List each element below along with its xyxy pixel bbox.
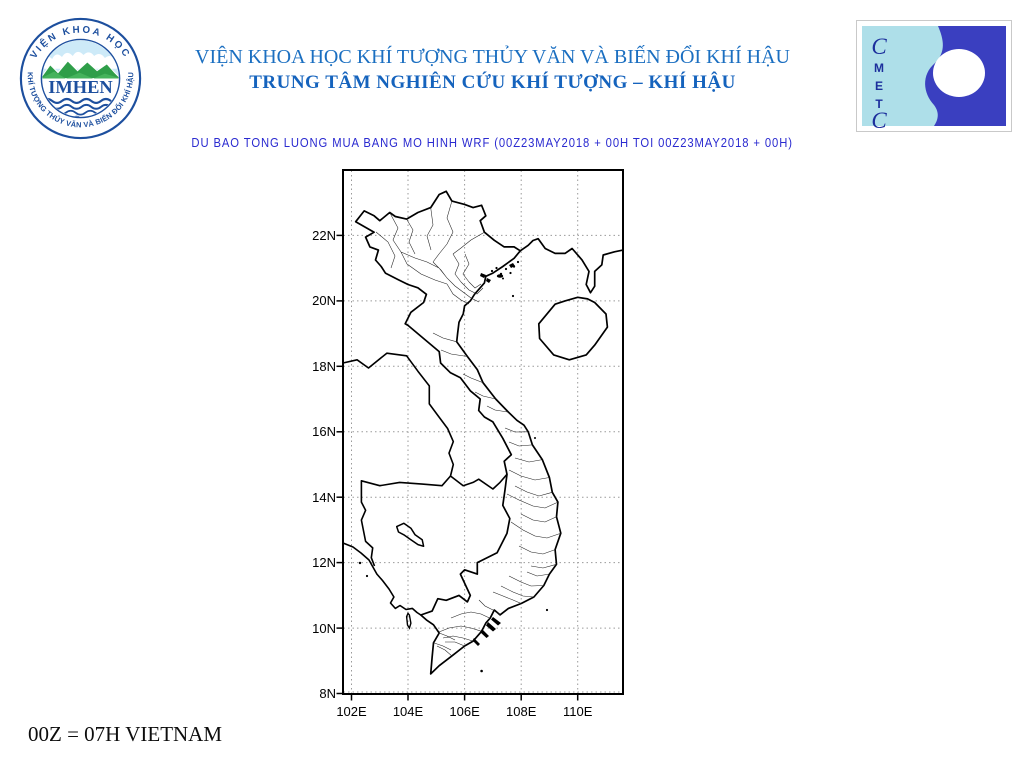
tonle-sap-lake [395,522,425,548]
coastal-features [472,263,515,646]
y-tick-20n: 20N [312,293,336,308]
imhen-foothills [42,71,119,79]
axis-ticks [336,234,579,701]
hainan-island [537,296,609,361]
china-coastline [519,237,624,294]
imhen-logo: IMHEN VIỆN KHOA HỌC KHÍ TƯỢNG THỦY VĂN V… [17,11,144,146]
gulf-coastline [342,542,422,616]
x-axis-labels: 102E 104E 106E 108E 110E [336,704,592,719]
cmetc-logo-svg: C M E T C [862,26,1006,133]
y-tick-16n: 16N [312,424,336,439]
laos-cambodia-border [450,473,508,490]
y-tick-22n: 22N [312,228,336,243]
x-tick-110e: 110E [563,704,593,719]
x-tick-104e: 104E [393,704,424,719]
map-geography [342,190,624,675]
cmetc-letter-c1: C [871,34,887,59]
cmetc-letter-t: T [875,97,883,111]
phu-quoc-island [405,611,412,630]
imhen-center-text: IMHEN [48,77,113,97]
cmetc-letters: C M E T C [871,34,887,133]
forecast-subtitle: DU BAO TONG LUONG MUA BANG MO HINH WRF (… [191,136,794,150]
timezone-note: 00Z = 07H VIETNAM [28,722,223,746]
header: VIỆN KHOA HỌC KHÍ TƯỢNG THỦY VĂN VÀ BIẾN… [145,44,840,96]
y-tick-10n: 10N [312,621,336,636]
province-borders-delta [433,591,522,657]
thailand-cambodia-border [360,475,452,567]
y-tick-18n: 18N [312,359,336,374]
imhen-clouds [42,51,119,69]
cmetc-white-drop [933,49,985,97]
x-tick-108e: 108E [506,704,537,719]
x-tick-102e: 102E [336,704,367,719]
y-tick-8n: 8N [319,686,336,701]
cmetc-letter-c2: C [871,108,887,131]
y-axis-labels: 22N 20N 18N 16N 14N 12N 10N 8N [312,228,336,701]
y-tick-14n: 14N [312,490,336,505]
forecast-subtitle-wrap: DU BAO TONG LUONG MUA BANG MO HINH WRF (… [145,134,840,152]
y-tick-12n: 12N [312,555,336,570]
institute-title: VIỆN KHOA HỌC KHÍ TƯỢNG THỦY VĂN VÀ BIẾN… [195,46,790,68]
cmetc-logo: C M E T C [856,20,1012,133]
province-borders-central [432,332,561,598]
imhen-logo-svg: IMHEN VIỆN KHOA HỌC KHÍ TƯỢNG THỦY VĂN V… [19,17,142,140]
forecast-map: 22N 20N 18N 16N 14N 12N 10N 8N 102E 104E… [300,160,640,740]
province-borders-north [375,201,485,305]
map-svg: 22N 20N 18N 16N 14N 12N 10N 8N 102E 104E… [312,169,624,719]
center-title: TRUNG TÂM NGHIÊN CỨU KHÍ TƯỢNG – KHÍ HẬU [249,72,736,93]
cmetc-letter-e: E [875,79,883,93]
imhen-mountains [42,60,119,79]
cmetc-letter-m: M [874,61,884,75]
vietnam-outline [354,190,562,675]
x-tick-106e: 106E [449,704,480,719]
small-islands [358,260,549,673]
laos-thailand-border [342,352,455,477]
